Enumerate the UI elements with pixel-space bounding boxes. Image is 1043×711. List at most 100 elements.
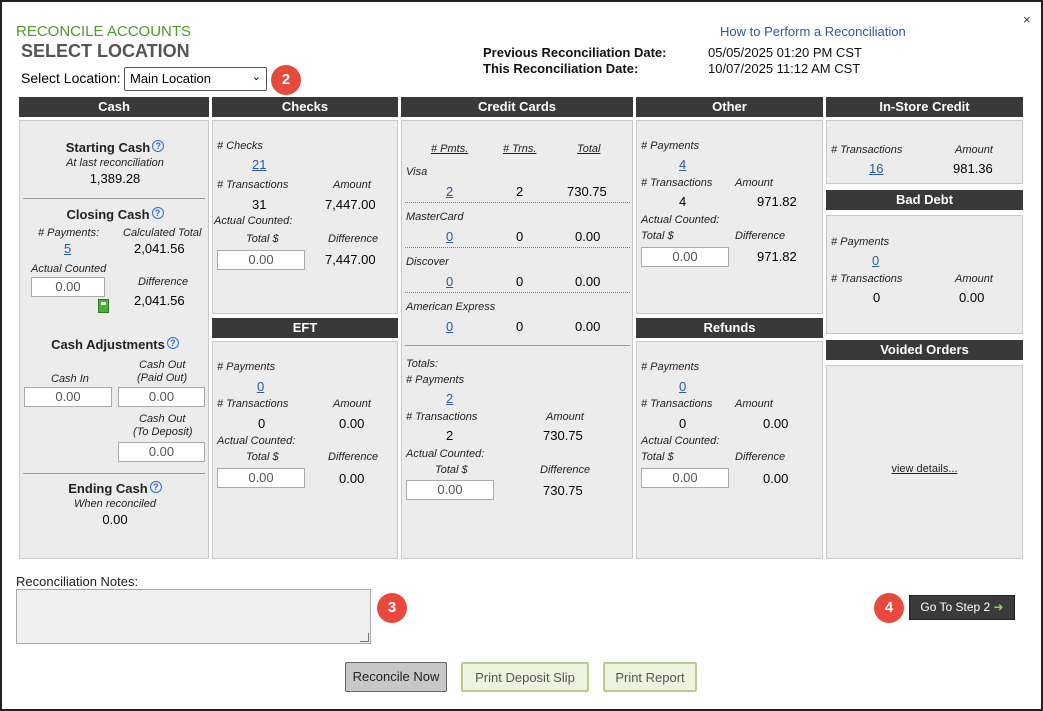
cash-out-paid-input[interactable]: 0.00 <box>118 387 205 407</box>
card-row-name: American Express <box>406 301 496 313</box>
eft-amount-value: 0.00 <box>339 416 365 431</box>
print-deposit-slip-button[interactable]: Print Deposit Slip <box>461 662 589 692</box>
resize-handle-icon[interactable] <box>360 633 369 642</box>
reconcile-now-button[interactable]: Reconcile Now <box>345 662 447 692</box>
checks-count-link[interactable]: 21 <box>252 157 267 172</box>
bad-debt-payments-label: # Payments <box>831 236 890 248</box>
starting-cash-sub: At last reconciliation <box>66 157 164 169</box>
eft-difference-value: 0.00 <box>339 471 365 486</box>
checks-total-input[interactable]: 0.00 <box>217 250 305 270</box>
col-trns-header: # Trns. <box>503 143 537 155</box>
checks-count-label: # Checks <box>217 140 263 152</box>
card-row-total: 0.00 <box>575 319 601 334</box>
eft-transactions-label: # Transactions <box>217 398 289 410</box>
card-row-total: 0.00 <box>575 229 601 244</box>
other-total-input[interactable]: 0.00 <box>641 247 729 267</box>
location-select-value: Main Location <box>130 71 211 86</box>
cards-difference-value: 730.75 <box>543 483 583 498</box>
go-to-step-2-button[interactable]: Go To Step 2 ➜ <box>909 595 1015 620</box>
bad-debt-header: Bad Debt <box>826 190 1023 210</box>
card-row-pmts-link[interactable]: 2 <box>446 184 454 199</box>
eft-difference-label: Difference <box>328 451 379 463</box>
card-row-trns: 0 <box>516 319 524 334</box>
checks-actual-label: Actual Counted: <box>214 215 293 227</box>
close-icon[interactable]: × <box>1023 12 1031 27</box>
other-panel: # Payments 4 # Transactions Amount 4 971… <box>636 120 823 314</box>
eft-actual-label: Actual Counted: <box>217 435 296 447</box>
calculator-icon[interactable] <box>98 299 109 313</box>
cards-difference-label: Difference <box>540 464 591 476</box>
eft-panel: # Payments 0 # Transactions Amount 0 0.0… <box>212 341 398 559</box>
this-date-value: 10/07/2025 11:12 AM CST <box>708 61 861 76</box>
refunds-header: Refunds <box>636 318 823 338</box>
col-pmts-header: # Pmts. <box>431 143 469 155</box>
notes-textarea[interactable] <box>16 589 371 644</box>
help-icon[interactable]: ? <box>152 140 165 152</box>
refunds-payments-link[interactable]: 0 <box>679 379 687 394</box>
help-icon[interactable]: ? <box>151 207 164 219</box>
bad-debt-payments-link[interactable]: 0 <box>872 253 880 268</box>
ending-cash-value: 0.00 <box>102 512 128 527</box>
col-total-header: Total <box>577 143 601 155</box>
card-row-pmts-link[interactable]: 0 <box>446 274 454 289</box>
help-icon[interactable]: ? <box>149 481 162 493</box>
go-to-step-2-label: Go To Step 2 <box>920 600 991 614</box>
cash-header: Cash <box>19 97 209 117</box>
eft-payments-link[interactable]: 0 <box>257 379 265 394</box>
cards-transactions-value: 2 <box>446 428 454 443</box>
credit-cards-header: Credit Cards <box>401 97 633 117</box>
cash-actual-input[interactable]: 0.00 <box>31 277 105 297</box>
closing-cash-title: Closing Cash? <box>20 207 210 222</box>
help-icon[interactable]: ? <box>166 337 179 349</box>
refunds-panel: # Payments 0 # Transactions Amount 0 0.0… <box>636 341 823 559</box>
checks-total-label: Total $ <box>246 233 279 245</box>
arrow-right-icon: ➜ <box>993 600 1004 614</box>
card-row-trns: 0 <box>516 274 524 289</box>
cards-payments-link[interactable]: 2 <box>446 391 454 406</box>
cash-payments-label: # Payments: <box>38 227 100 239</box>
checks-transactions-label: # Transactions <box>217 179 289 191</box>
cash-difference-value: 2,041.56 <box>134 293 185 308</box>
row-divider <box>405 202 630 203</box>
cash-out-deposit-input[interactable]: 0.00 <box>118 442 205 462</box>
starting-cash-title: Starting Cash? <box>20 140 210 155</box>
refunds-total-input[interactable]: 0.00 <box>641 468 729 488</box>
cash-actual-label: Actual Counted <box>31 263 107 275</box>
cards-amount-label: Amount <box>546 411 584 423</box>
cards-total-input[interactable]: 0.00 <box>406 480 494 500</box>
cards-payments-label: # Payments <box>406 374 465 386</box>
cash-in-input[interactable]: 0.00 <box>24 387 112 407</box>
step-badge-4: 4 <box>874 593 904 623</box>
other-transactions-label: # Transactions <box>641 177 713 189</box>
other-actual-label: Actual Counted: <box>641 214 720 226</box>
voided-orders-panel: view details... <box>826 365 1023 559</box>
cash-payments-link[interactable]: 5 <box>64 241 72 256</box>
other-transactions-value: 4 <box>679 194 687 209</box>
checks-transactions-value: 31 <box>252 197 267 212</box>
eft-amount-label: Amount <box>333 398 371 410</box>
location-select[interactable]: Main Location ⌄ <box>124 67 267 91</box>
print-report-button[interactable]: Print Report <box>603 662 697 692</box>
other-payments-link[interactable]: 4 <box>679 157 687 172</box>
store-credit-amount-label: Amount <box>955 144 993 156</box>
page-title: SELECT LOCATION <box>21 41 190 61</box>
previous-date-value: 05/05/2025 01:20 PM CST <box>708 45 862 60</box>
card-row-pmts-link[interactable]: 0 <box>446 319 454 334</box>
cards-amount-value: 730.75 <box>543 428 583 443</box>
refunds-difference-value: 0.00 <box>763 471 789 486</box>
row-divider <box>405 247 630 248</box>
card-row-pmts-link[interactable]: 0 <box>446 229 454 244</box>
eft-total-input[interactable]: 0.00 <box>217 468 305 488</box>
card-row-trns: 2 <box>516 184 524 199</box>
help-link[interactable]: How to Perform a Reconciliation <box>720 24 906 39</box>
checks-header: Checks <box>212 97 398 117</box>
checks-panel: # Checks 21 # Transactions Amount 31 7,4… <box>212 120 398 314</box>
card-row-name: Visa <box>406 166 428 178</box>
eft-total-label: Total $ <box>246 451 279 463</box>
view-details-link[interactable]: view details... <box>891 463 958 475</box>
other-difference-label: Difference <box>735 230 786 242</box>
cash-in-label: Cash In <box>51 373 89 385</box>
previous-date-label: Previous Reconciliation Date: <box>483 45 667 60</box>
store-credit-transactions-link[interactable]: 16 <box>869 161 884 176</box>
step-badge-3: 3 <box>377 593 407 623</box>
